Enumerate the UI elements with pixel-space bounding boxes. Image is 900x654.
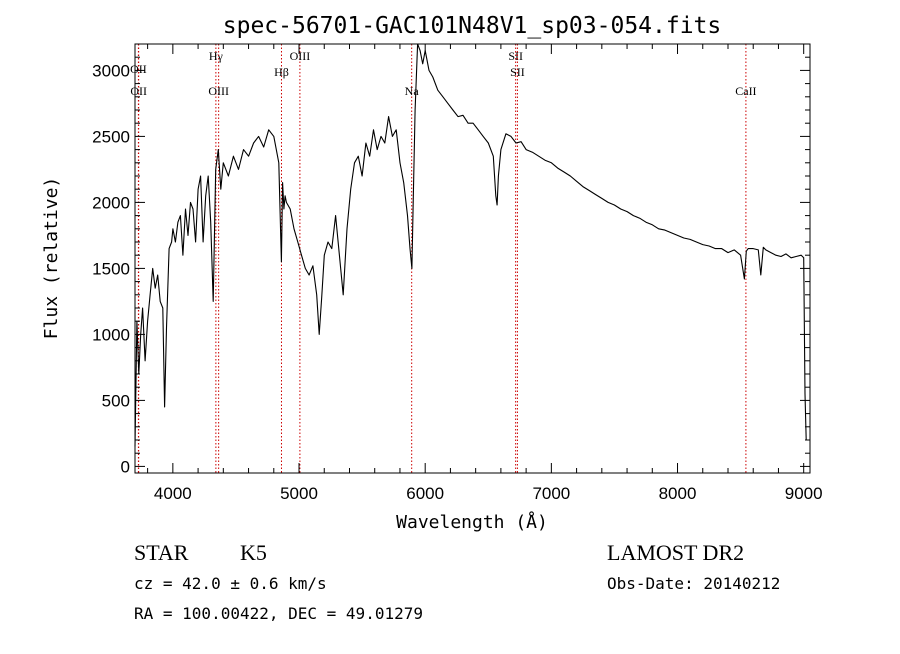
x-tick-label: 7000 bbox=[532, 484, 570, 503]
x-tick-label: 8000 bbox=[659, 484, 697, 503]
y-tick-label: 3000 bbox=[92, 61, 130, 80]
object-class: STAR bbox=[134, 540, 189, 565]
y-tick-label: 500 bbox=[102, 391, 130, 410]
plot-frame bbox=[134, 43, 811, 474]
marker-label-7: SII bbox=[508, 49, 523, 63]
y-tick-label: 0 bbox=[121, 457, 130, 476]
plot-axes: 4000 5000 6000 7000 8000 9000 0 500 1000 1500 2000… bbox=[92, 43, 823, 503]
observation-date: Obs-Date: 20140212 bbox=[607, 574, 780, 593]
object-subclass: K5 bbox=[240, 540, 267, 565]
marker-label-9: CaII bbox=[735, 84, 756, 98]
sky-coordinates: RA = 100.00422, DEC = 49.01279 bbox=[134, 604, 423, 623]
spectrum-line bbox=[134, 43, 807, 447]
survey-name: LAMOST DR2 bbox=[607, 540, 744, 565]
marker-label-1: OII bbox=[130, 84, 147, 98]
marker-label-3: OIII bbox=[208, 84, 229, 98]
marker-label-5: OIII bbox=[290, 49, 311, 63]
x-tick-label: 5000 bbox=[280, 484, 318, 503]
x-tick-label: 4000 bbox=[154, 484, 192, 503]
y-tick-label: 2000 bbox=[92, 193, 130, 212]
spectrum-series bbox=[134, 43, 807, 447]
x-tick-label: 9000 bbox=[785, 484, 823, 503]
y-tick-label: 2500 bbox=[92, 127, 130, 146]
redshift-velocity: cz = 42.0 ± 0.6 km/s bbox=[134, 574, 327, 593]
x-axis-label: Wavelength (Å) bbox=[396, 511, 548, 533]
marker-label-4: Hβ bbox=[274, 65, 289, 79]
chart-title: spec-56701-GAC101N48V1_sp03-054.fits bbox=[223, 13, 722, 39]
y-tick-label: 1000 bbox=[92, 325, 130, 344]
marker-label-2: Hγ bbox=[209, 49, 224, 63]
x-tick-label: 6000 bbox=[406, 484, 444, 503]
y-tick-label: 1500 bbox=[92, 259, 130, 278]
marker-label-6: Na bbox=[405, 84, 420, 98]
marker-label-8: SII bbox=[510, 65, 525, 79]
y-axis-label: Flux (relative) bbox=[41, 177, 62, 340]
